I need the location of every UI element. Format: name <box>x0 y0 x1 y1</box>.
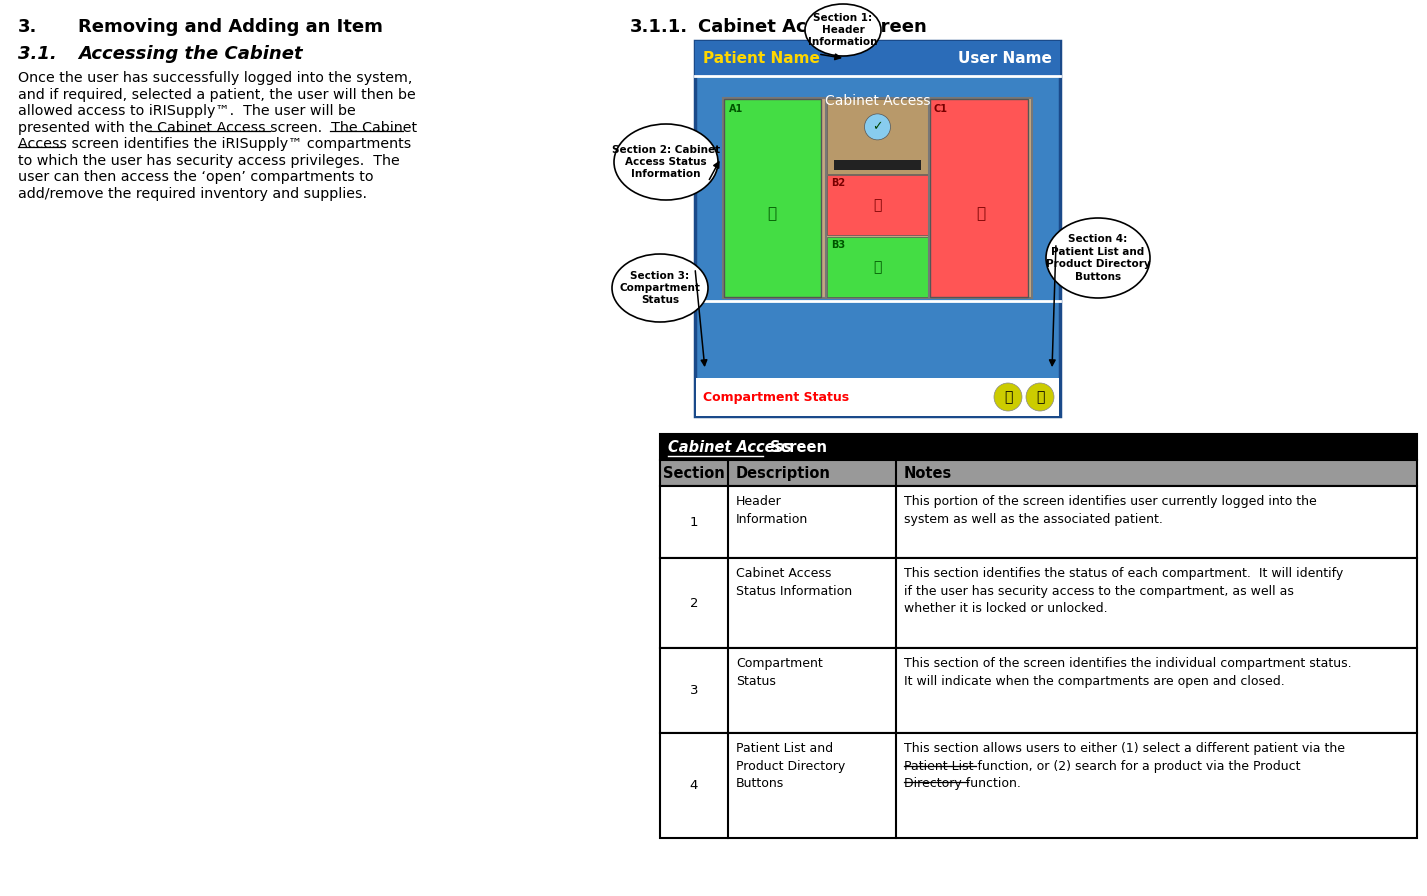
Text: Section 3:
Compartment
Status: Section 3: Compartment Status <box>619 271 701 306</box>
Text: ✓: ✓ <box>872 120 883 134</box>
Text: Cabinet Access Screen: Cabinet Access Screen <box>698 18 926 36</box>
Text: Compartment Status: Compartment Status <box>704 391 849 403</box>
Text: 3.: 3. <box>19 18 37 36</box>
Text: Section 2: Cabinet
Access Status
Information: Section 2: Cabinet Access Status Informa… <box>612 144 721 179</box>
FancyBboxPatch shape <box>661 733 1417 838</box>
Text: 🔓: 🔓 <box>768 206 776 221</box>
FancyBboxPatch shape <box>661 486 1417 558</box>
Text: add/remove the required inventory and supplies.: add/remove the required inventory and su… <box>19 186 367 201</box>
FancyBboxPatch shape <box>661 434 1417 460</box>
Text: 2: 2 <box>689 597 698 609</box>
Text: Header
Information: Header Information <box>736 495 808 525</box>
Text: Patient Name: Patient Name <box>704 51 821 66</box>
Text: B3: B3 <box>831 240 845 250</box>
Text: Compartment
Status: Compartment Status <box>736 657 823 687</box>
Ellipse shape <box>614 124 718 200</box>
Text: to which the user has security access privileges.  The: to which the user has security access pr… <box>19 153 400 168</box>
Text: This section of the screen identifies the individual compartment status.
It will: This section of the screen identifies th… <box>903 657 1351 687</box>
Text: User Name: User Name <box>958 51 1052 66</box>
Text: 3: 3 <box>689 684 698 697</box>
Text: Section: Section <box>664 466 725 480</box>
Text: 🔓: 🔓 <box>873 260 882 274</box>
Text: and if required, selected a patient, the user will then be: and if required, selected a patient, the… <box>19 88 415 101</box>
FancyBboxPatch shape <box>661 460 1417 486</box>
Text: B2: B2 <box>831 178 845 188</box>
Text: 1: 1 <box>689 515 698 529</box>
Text: Section 4:
Patient List and
Product Directory
Buttons: Section 4: Patient List and Product Dire… <box>1046 235 1150 281</box>
Text: Cabinet Access: Cabinet Access <box>668 440 792 454</box>
FancyBboxPatch shape <box>723 98 1032 298</box>
Text: presented with the Cabinet Access screen.  The Cabinet: presented with the Cabinet Access screen… <box>19 120 417 134</box>
Text: Section 1:
Header
Information: Section 1: Header Information <box>808 13 878 47</box>
Text: 3.1.: 3.1. <box>19 45 57 63</box>
Text: Accessing the Cabinet: Accessing the Cabinet <box>78 45 303 63</box>
Text: user can then access the ‘open’ compartments to: user can then access the ‘open’ compartm… <box>19 170 374 184</box>
Ellipse shape <box>612 254 708 322</box>
Ellipse shape <box>1046 218 1150 298</box>
FancyBboxPatch shape <box>828 175 928 235</box>
Text: This section identifies the status of each compartment.  It will identify
if the: This section identifies the status of ea… <box>903 567 1343 615</box>
Ellipse shape <box>805 4 880 56</box>
Text: Patient List and
Product Directory
Buttons: Patient List and Product Directory Butto… <box>736 742 845 790</box>
Text: 🔒: 🔒 <box>873 198 882 212</box>
Circle shape <box>995 383 1022 411</box>
Text: This portion of the screen identifies user currently logged into the
system as w: This portion of the screen identifies us… <box>903 495 1317 525</box>
FancyBboxPatch shape <box>695 41 1060 76</box>
Text: 3.1.1.: 3.1.1. <box>629 18 688 36</box>
Text: allowed access to iRISupply™.  The user will be: allowed access to iRISupply™. The user w… <box>19 104 355 118</box>
Text: A1: A1 <box>729 104 743 114</box>
FancyBboxPatch shape <box>833 160 920 170</box>
Text: Access screen identifies the iRISupply™ compartments: Access screen identifies the iRISupply™ … <box>19 137 411 151</box>
FancyBboxPatch shape <box>696 378 1059 416</box>
Text: Once the user has successfully logged into the system,: Once the user has successfully logged in… <box>19 71 412 85</box>
FancyBboxPatch shape <box>661 648 1417 733</box>
FancyBboxPatch shape <box>828 99 928 174</box>
Text: Screen: Screen <box>765 440 828 454</box>
Text: Removing and Adding an Item: Removing and Adding an Item <box>78 18 382 36</box>
Text: C1: C1 <box>935 104 948 114</box>
Text: 🔒: 🔒 <box>976 206 986 221</box>
FancyBboxPatch shape <box>695 41 1060 416</box>
Text: Notes: Notes <box>903 466 952 480</box>
FancyBboxPatch shape <box>661 558 1417 648</box>
Circle shape <box>1026 383 1055 411</box>
Text: 👤: 👤 <box>1003 390 1012 404</box>
FancyBboxPatch shape <box>930 99 1027 297</box>
Text: Description: Description <box>736 466 831 480</box>
Text: Cabinet Access: Cabinet Access <box>825 94 930 108</box>
Text: 📖: 📖 <box>1036 390 1045 404</box>
Text: 4: 4 <box>689 779 698 792</box>
Circle shape <box>865 114 890 140</box>
FancyBboxPatch shape <box>723 99 821 297</box>
Text: This section allows users to either (1) select a different patient via the
Patie: This section allows users to either (1) … <box>903 742 1346 790</box>
Text: Cabinet Access
Status Information: Cabinet Access Status Information <box>736 567 852 598</box>
FancyBboxPatch shape <box>828 237 928 297</box>
